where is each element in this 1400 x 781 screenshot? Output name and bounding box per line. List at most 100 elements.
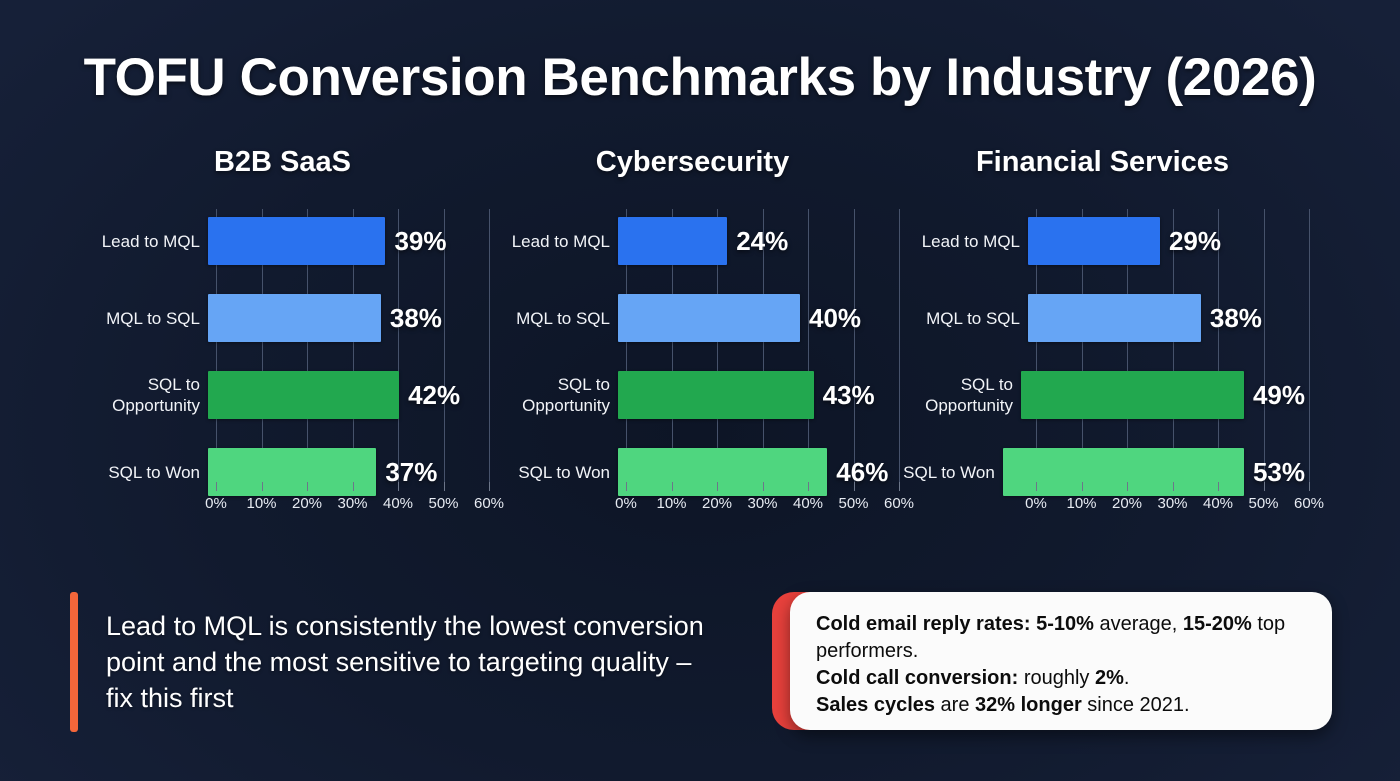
category-label: Lead to MQL [511,231,610,251]
bar-container: 37% [208,448,485,496]
bar-lead-to-mql[interactable] [1028,217,1160,265]
axis-tick-label: 30% [1157,495,1188,512]
bar-container: 38% [208,294,485,342]
bar-lead-to-mql[interactable] [618,217,728,265]
chart-panel-cybersecurity: Cybersecurity Lead to MQL 24% MQL to SQL… [490,145,914,560]
axis-tick-label: 20% [291,495,323,512]
charts-container: B2B SaaS Lead to MQL 39% MQL to SQL 38% [0,145,1400,560]
axis-tick-label: 30% [337,495,368,512]
bar-sql-to-won[interactable] [208,448,377,496]
bar-container: 40% [618,294,895,342]
category-label: SQL to Won [108,462,200,482]
bar-value-label: 49% [1252,379,1305,410]
bar-lead-to-mql[interactable] [208,217,386,265]
chart-panel-financial-services: Financial Services Lead to MQL 29% MQL t… [900,145,1324,560]
axis-tick-mark [899,482,900,491]
bar-mql-to-sql[interactable] [1028,294,1201,342]
axis-tick-mark [626,482,627,491]
category-label: Lead to MQL [921,231,1020,251]
bar-container: 39% [208,217,485,265]
axis-tick-mark [261,482,263,491]
axis-tick-label: 60% [883,495,915,512]
axis-tick-mark [808,482,809,491]
axis-tick-label: 10% [1066,495,1097,512]
axis-tick-mark [398,482,399,491]
axis-tick-mark [671,482,673,491]
stat-text: top performers. [816,613,1286,662]
chart-panel-title: Financial Services [975,146,1230,178]
bar-value-label: 37% [385,456,438,487]
axis-tick-label: 20% [701,495,733,512]
category-label: Lead to MQL [101,231,200,251]
stat-label: Sales cycles [816,694,935,716]
bar-rows: Lead to MQL 24% MQL to SQL 40% SQL to Op… [490,209,895,496]
stat-value-range: 5-10% [1030,613,1094,635]
bar-container: 43% [618,371,895,419]
axis-tick-mark [307,482,308,491]
plot-area: Lead to MQL 39% MQL to SQL 38% SQL to Op… [80,209,504,512]
table-row: SQL to Opportunity 49% [900,371,1305,419]
gridline [1309,209,1310,482]
stat-text: since 2021. [1081,694,1190,716]
stat-value: 2% [1094,667,1124,689]
bar-value-label: 42% [408,379,461,410]
axis-tick-mark [1218,482,1219,491]
page-title: TOFU Conversion Benchmarks by Industry (… [83,48,1317,107]
table-row: Lead to MQL 39% [80,217,485,265]
stats-card-body: Cold email reply rates: 5-10% average, 1… [790,592,1332,730]
bar-mql-to-sql[interactable] [208,294,381,342]
stat-line-cold-email: Cold email reply rates: 5-10% average, 1… [816,611,1308,665]
axis-tick-label: 50% [838,495,869,512]
stat-text: average, [1093,613,1183,635]
axis-tick-label: 40% [382,495,414,512]
bar-value-label: 29% [1168,225,1221,256]
axis-tick-label: 50% [1248,495,1279,512]
axis-tick-label: 60% [473,495,505,512]
bar-sql-to-opportunity[interactable] [1021,371,1244,419]
plot-area: Lead to MQL 24% MQL to SQL 40% SQL to Op… [490,209,914,512]
accent-bar [70,592,78,732]
chart-panel-title: Cybersecurity [595,146,790,178]
axis-tick-mark [1309,482,1310,491]
axis-tick-label: 0% [615,495,637,512]
chart-panel-b2b-saas: B2B SaaS Lead to MQL 39% MQL to SQL 38% [80,145,504,560]
bar-sql-to-won[interactable] [1002,448,1244,496]
bar-container: 29% [1028,217,1305,265]
table-row: MQL to SQL 40% [490,294,895,342]
category-label: SQL to Opportunity [112,375,200,415]
stats-card: Cold email reply rates: 5-10% average, 1… [772,592,1332,730]
stat-label: Cold email reply rates: [816,613,1031,635]
bar-sql-to-won[interactable] [618,448,828,496]
takeaway-callout: Lead to MQL is consistently the lowest c… [70,592,720,732]
axis-tick-mark [1263,482,1265,491]
bar-value-label: 24% [736,225,789,256]
stat-label: Cold call conversion: [816,667,1019,689]
stat-text: are [935,694,976,716]
table-row: MQL to SQL 38% [900,294,1305,342]
bar-value-label: 40% [809,302,862,333]
axis-tick-mark [853,482,855,491]
axis-tick-mark [489,482,490,491]
stat-text: . [1123,667,1130,689]
bar-sql-to-opportunity[interactable] [208,371,400,419]
category-label: SQL to Opportunity [925,375,1014,415]
axis-tick-mark [1036,482,1037,491]
x-axis: 0% 10% 20% 30% 40% 50% 60% [205,482,504,522]
table-row: SQL to Won 37% [80,448,485,496]
axis-tick-mark [1127,482,1128,491]
bar-mql-to-sql[interactable] [618,294,800,342]
axis-tick-mark [1172,482,1174,491]
table-row: Lead to MQL 24% [490,217,895,265]
category-label: SQL to Won [518,462,610,482]
bar-sql-to-opportunity[interactable] [618,371,814,419]
table-row: SQL to Won 46% [490,448,895,496]
axis-tick-mark [352,482,354,491]
bar-value-label: 43% [822,379,875,410]
bar-value-label: 46% [836,456,889,487]
bar-container: 46% [618,448,895,496]
table-row: SQL to Won 53% [900,448,1305,496]
axis-tick-label: 50% [428,495,459,512]
axis-tick-label: 0% [205,495,227,512]
bar-container: 53% [1002,448,1305,496]
category-label: SQL to Won [903,462,995,482]
